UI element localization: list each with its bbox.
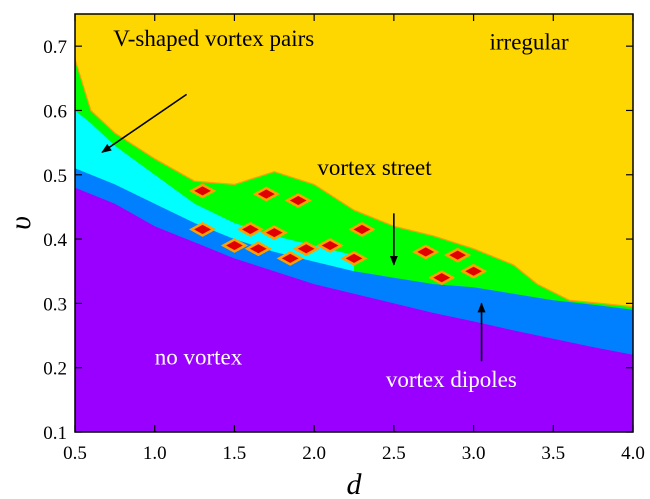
island-marker: [340, 250, 368, 266]
y-tick-label: 0.5: [43, 166, 67, 187]
x-tick-label: 3.5: [541, 443, 565, 464]
island-marker: [316, 238, 344, 253]
plot-frame: [74, 13, 634, 433]
label-no-vortex: no vortex: [155, 344, 243, 369]
region-no-vortex: [75, 187, 633, 432]
x-axis-title: d: [347, 468, 363, 499]
island-marker: [276, 250, 304, 266]
x-tick-label: 4.0: [621, 443, 645, 464]
island-marker: [412, 244, 440, 260]
x-tick-label: 0.5: [63, 443, 87, 464]
x-tick-label: 2.0: [302, 443, 326, 464]
y-tick-label: 0.4: [43, 230, 67, 251]
x-tick-label: 2.5: [382, 443, 406, 464]
x-tick-label: 1.0: [143, 443, 167, 464]
island-marker: [220, 238, 249, 253]
annotation-arrow: [101, 93, 188, 153]
y-tick-label: 0.1: [43, 423, 67, 444]
label-irregular: irregular: [490, 29, 570, 54]
island-marker: [428, 270, 456, 286]
x-tick-label: 3.0: [462, 443, 486, 464]
y-tick-label: 0.6: [43, 101, 67, 122]
island-marker: [459, 263, 488, 279]
island-marker: [188, 222, 217, 237]
island-marker: [252, 186, 280, 202]
y-tick-label: 0.7: [43, 37, 67, 58]
x-tick-label: 1.5: [223, 443, 247, 464]
island-marker: [244, 241, 272, 257]
island-marker: [284, 193, 312, 208]
island-marker: [444, 247, 472, 263]
y-tick-label: 0.3: [43, 294, 67, 315]
y-tick-label: 0.2: [43, 359, 67, 380]
y-axis-title: υ: [4, 216, 37, 230]
label-vortex-dipoles: vortex dipoles: [386, 367, 517, 392]
label-vortex-street: vortex street: [317, 155, 432, 180]
island-marker: [188, 183, 217, 199]
island-marker: [260, 225, 288, 241]
island-marker: [236, 222, 264, 237]
island-marker: [348, 222, 376, 237]
island-marker: [292, 241, 320, 257]
label-v-shaped-vortex-pairs: V-shaped vortex pairs: [113, 26, 314, 51]
